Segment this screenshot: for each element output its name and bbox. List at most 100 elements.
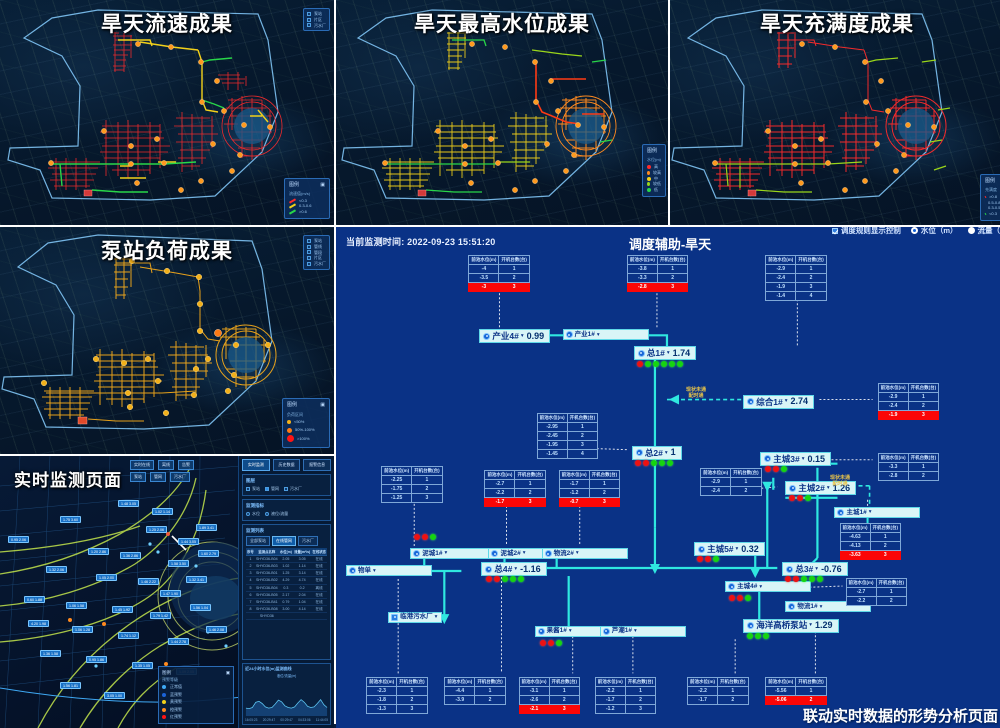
schematic-node-n_zc1[interactable]: 主城1#▾ <box>834 507 920 518</box>
map-chip-row2-1[interactable]: 管网 <box>150 472 166 482</box>
map-value-pill[interactable]: 1.32 2.06 <box>46 566 67 573</box>
map-value-pill[interactable]: 1.32 3.41 <box>186 576 207 583</box>
checkbox-icon[interactable] <box>246 487 250 491</box>
chevron-down-icon[interactable]: ▾ <box>665 450 668 457</box>
radio-icon[interactable] <box>246 512 250 516</box>
map-value-pill[interactable]: 1.35 1.05 <box>132 662 153 669</box>
layer-checkbox-2[interactable] <box>307 250 311 254</box>
map-value-pill[interactable]: 1.74 1.12 <box>118 632 139 639</box>
radio-icon[interactable] <box>911 227 918 234</box>
layer-checkbox-0[interactable] <box>307 239 311 243</box>
monitor-map-toolbar[interactable]: 实时在线 离线 告警 泵站 管网 污水厂 <box>130 460 194 482</box>
map-value-pill[interactable]: 1.25 2.06 <box>146 526 167 533</box>
filter-online-network[interactable]: 在线管网 <box>272 536 296 546</box>
radio-icon[interactable] <box>265 512 269 516</box>
chevron-down-icon[interactable]: ▾ <box>802 456 805 463</box>
map-value-pill[interactable]: 1.79 1.42 <box>150 612 171 619</box>
layer-checkbox-4[interactable] <box>307 262 311 266</box>
map-value-pill[interactable]: 1.60 2.79 <box>198 550 219 557</box>
filter-plant[interactable]: 污水厂 <box>298 536 318 546</box>
chevron-down-icon[interactable]: ▾ <box>521 333 524 340</box>
map-value-pill[interactable]: 1.06 1.28 <box>72 626 93 633</box>
layer-checkbox-area[interactable] <box>307 18 311 22</box>
chevron-down-icon[interactable]: ▾ <box>785 398 788 405</box>
map-value-pill[interactable]: 1.47 1.90 <box>160 590 181 597</box>
chevron-down-icon[interactable]: ▾ <box>667 350 670 357</box>
chevron-down-icon[interactable]: ▾ <box>373 568 376 575</box>
monitor-list-filters[interactable]: 全部泵站 在线管网 污水厂 <box>246 536 327 546</box>
map-value-pill[interactable]: 1.48 3.05 <box>118 500 139 507</box>
checkbox-icon[interactable] <box>284 487 288 491</box>
map-value-pill[interactable]: 1.05 2.00 <box>96 574 117 581</box>
schematic-node-n_wl2[interactable]: 物流2#▾ <box>542 548 628 559</box>
map-value-pill[interactable]: 1.20 2.86 <box>88 548 109 555</box>
schematic-node-n_zh1[interactable]: 综合1#▾2.74 <box>743 395 814 409</box>
map-chip-1[interactable]: 离线 <box>158 460 174 470</box>
layer-option-network[interactable]: 管网 <box>265 486 279 492</box>
schematic-node-n_cy4[interactable]: 产业4#▾0.99 <box>479 329 550 343</box>
schematic-node-n_zc4[interactable]: 主城4#▾ <box>725 581 811 592</box>
chevron-down-icon[interactable]: ▾ <box>736 546 739 553</box>
chevron-down-icon[interactable]: ▾ <box>820 604 823 611</box>
layer-checkbox-pump[interactable] <box>307 12 311 16</box>
layer-checkbox-1[interactable] <box>307 245 311 249</box>
schematic-node-n_wl[interactable]: 物单▾ <box>346 565 432 576</box>
map-value-pill[interactable]: 1.75 3.60 <box>60 516 81 523</box>
map-value-pill[interactable]: 0.95 1.86 <box>86 656 107 663</box>
checkbox-icon[interactable] <box>832 228 838 234</box>
velocity-layer-legend[interactable]: 泵站 片区 污水厂 <box>303 8 330 31</box>
schematic-node-n_yj1[interactable]: 芦潮1#▾ <box>600 626 686 637</box>
map-value-pill[interactable]: 1.56 1.04 <box>190 604 211 611</box>
legend-collapse-icon[interactable]: ▣ <box>226 670 230 676</box>
map-chip-2[interactable]: 告警 <box>178 460 194 470</box>
layer-option-pump[interactable]: 泵站 <box>246 486 260 492</box>
map-value-pill[interactable]: 1.44 2.78 <box>168 638 189 645</box>
chevron-down-icon[interactable]: ▾ <box>444 550 447 557</box>
schematic-node-n_z2[interactable]: 总2#▾1 <box>632 446 682 460</box>
metric-option-flow[interactable]: 液位/流量 <box>265 511 288 517</box>
metric-option-level[interactable]: 水位 <box>246 511 260 517</box>
schematic-node-n_z1[interactable]: 总1#▾1.74 <box>634 346 696 360</box>
diagram-legend[interactable]: 调度规则显示控制 水位（m） 流量（ <box>832 227 1000 236</box>
map-value-pill[interactable]: 1.44 3.05 <box>178 538 199 545</box>
schematic-node-n_z4[interactable]: 总4#▾-1.16 <box>481 562 546 576</box>
tab-alarms[interactable]: 报警信息 <box>303 459 331 471</box>
map-value-pill[interactable]: 1.36 1.58 <box>40 650 61 657</box>
chevron-down-icon[interactable]: ▾ <box>809 622 812 629</box>
map-value-pill[interactable]: 1.46 2.08 <box>206 626 227 633</box>
chevron-down-icon[interactable]: ▾ <box>514 566 517 573</box>
chevron-down-icon[interactable]: ▾ <box>576 550 579 557</box>
map-value-pill[interactable]: 1.45 1.92 <box>112 606 133 613</box>
chevron-down-icon[interactable]: ▾ <box>759 584 762 591</box>
schematic-node-n_nc1[interactable]: 泥城1#▾ <box>410 548 496 559</box>
layer-checkbox-3[interactable] <box>307 256 311 260</box>
schematic-node-n_z3[interactable]: 总3#▾-0.76 <box>782 562 847 576</box>
legend-rule-toggle[interactable]: 调度规则显示控制 <box>832 227 901 236</box>
checkbox-icon[interactable] <box>265 487 269 491</box>
map-value-pill[interactable]: 1.36 2.86 <box>120 552 141 559</box>
map-value-pill[interactable]: 1.56 1.81 <box>60 682 81 689</box>
map-value-pill[interactable]: 1.06 1.58 <box>66 602 87 609</box>
layer-option-plant[interactable]: 污水厂 <box>284 486 302 492</box>
schematic-node-n_zc3[interactable]: 主城3#▾0.15 <box>760 452 831 466</box>
chevron-down-icon[interactable]: ▾ <box>569 628 572 635</box>
map-value-pill[interactable]: 1.46 2.22 <box>138 578 159 585</box>
layer-checkbox-plant[interactable] <box>307 23 311 27</box>
legend-collapse-icon[interactable]: ▣ <box>320 182 325 189</box>
map-value-pill[interactable]: 0.95 2.06 <box>8 536 29 543</box>
map-value-pill[interactable]: 0.60 1.88 <box>24 596 45 603</box>
chevron-down-icon[interactable]: ▾ <box>869 509 872 516</box>
map-value-pill[interactable]: 4.20 1.98 <box>28 620 49 627</box>
tab-realtime[interactable]: 实时监测 <box>242 459 270 471</box>
map-value-pill[interactable]: 1.58 3.50 <box>168 560 189 567</box>
schematic-node-n_plant[interactable]: 临港污水厂▾ <box>388 612 442 623</box>
legend-radio-flow[interactable]: 流量（ <box>968 227 1000 236</box>
monitor-tabs[interactable]: 实时监测 历史数据 报警信息 <box>242 459 331 471</box>
